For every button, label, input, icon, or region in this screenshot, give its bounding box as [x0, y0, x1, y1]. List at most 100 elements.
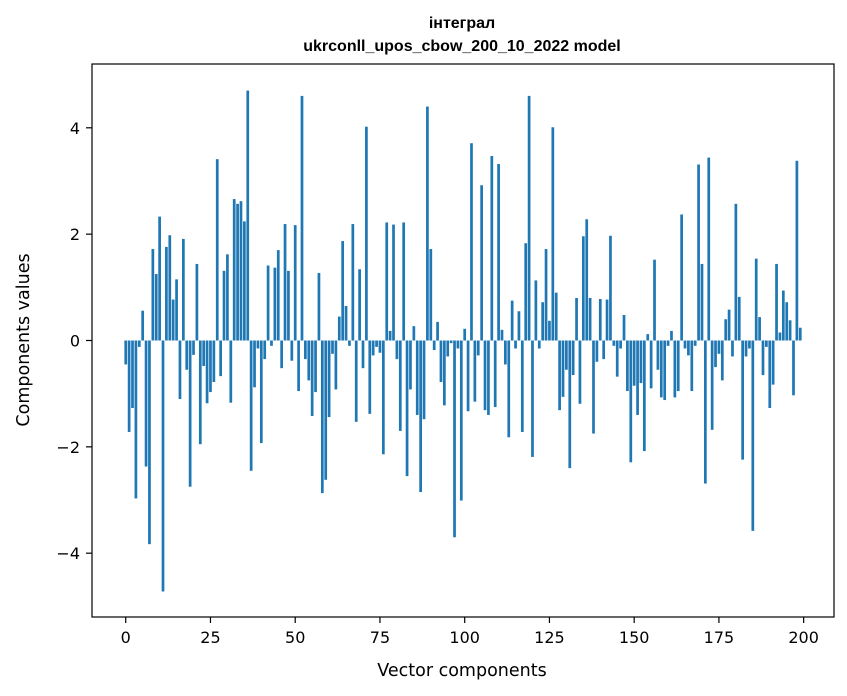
bar [690, 340, 694, 392]
bar [609, 235, 612, 341]
bar [375, 340, 378, 347]
bar [666, 340, 670, 346]
bar [449, 340, 453, 344]
x-tick-label: 75 [370, 628, 390, 647]
bar [446, 340, 450, 357]
bar [317, 272, 321, 341]
bar [687, 340, 690, 356]
bar [209, 340, 212, 393]
bar [531, 340, 534, 457]
chart-subtitle: ukrconll_upos_cbow_200_10_2022 model [303, 38, 620, 55]
bar [419, 340, 422, 493]
bar [344, 305, 348, 341]
bar [378, 340, 382, 353]
bar [741, 340, 745, 460]
bar [212, 340, 216, 382]
bar [287, 270, 290, 341]
bar [263, 340, 267, 360]
bar [656, 340, 660, 370]
bar [398, 340, 402, 431]
bar [232, 199, 236, 341]
bar [185, 340, 189, 370]
bar [304, 340, 307, 360]
bar [615, 340, 619, 377]
bar [676, 340, 680, 392]
bar [473, 340, 477, 402]
bar [683, 340, 687, 349]
bar [470, 143, 473, 341]
bar [510, 300, 514, 341]
bar [707, 157, 711, 341]
bar [270, 340, 273, 346]
bar [561, 340, 565, 397]
bar [619, 340, 622, 349]
bar [415, 340, 419, 415]
bar [195, 263, 199, 341]
bar [775, 263, 778, 341]
x-axis-ticks: 0 25 50 75 100 125 150 175 200 [121, 617, 819, 647]
bar [758, 317, 761, 341]
bar [141, 310, 145, 341]
bar [178, 340, 182, 399]
bar [381, 340, 385, 455]
bar [192, 340, 195, 355]
bar [507, 340, 511, 438]
bar [402, 222, 406, 341]
bar [205, 340, 209, 404]
bar [236, 203, 239, 341]
bar [307, 340, 311, 381]
bar [476, 340, 480, 356]
bar [327, 340, 331, 418]
bar [497, 163, 500, 341]
bar [459, 340, 463, 501]
bar [246, 90, 250, 341]
bar [720, 340, 724, 381]
bar [226, 254, 229, 341]
bar [358, 269, 361, 341]
bar [273, 267, 277, 341]
bar [219, 340, 222, 377]
bar [293, 225, 297, 341]
bar [249, 340, 253, 471]
bar [422, 340, 426, 420]
bar [548, 320, 551, 341]
plot-frame [91, 63, 835, 618]
bar [700, 263, 704, 341]
bar [456, 340, 460, 349]
bar [229, 340, 233, 403]
bar [646, 334, 650, 341]
bar [276, 250, 280, 341]
bar [588, 297, 592, 341]
bar [710, 340, 714, 430]
bar [592, 340, 595, 434]
bar [127, 340, 131, 432]
bar [259, 340, 263, 444]
bar [748, 340, 751, 349]
bar [334, 340, 338, 390]
bar [361, 340, 365, 369]
bar [636, 340, 639, 415]
bar [554, 292, 558, 341]
bar [314, 340, 317, 393]
bar [744, 340, 748, 357]
bar [480, 185, 483, 341]
x-tick-label: 200 [788, 628, 819, 647]
bar [426, 106, 429, 341]
bar [405, 340, 409, 477]
bar [754, 258, 758, 341]
bar [348, 340, 351, 346]
bar [202, 340, 206, 367]
bar [487, 340, 490, 415]
bar [290, 340, 294, 361]
bar [670, 330, 673, 341]
bar [436, 321, 439, 341]
bar [158, 216, 161, 341]
bar [537, 340, 541, 349]
bar [137, 340, 141, 347]
bar [737, 296, 741, 341]
x-tick-label: 0 [121, 628, 131, 647]
bar [578, 340, 582, 404]
bar [243, 221, 246, 341]
bar [544, 249, 548, 341]
